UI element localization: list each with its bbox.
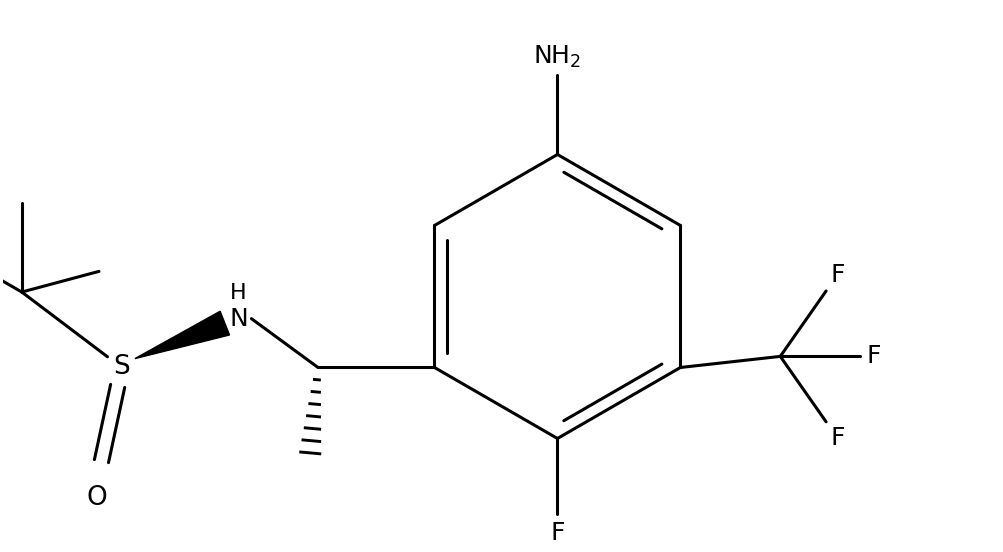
Text: F: F — [550, 521, 564, 545]
Text: F: F — [829, 263, 845, 286]
Text: F: F — [829, 426, 845, 450]
Text: H: H — [230, 283, 246, 303]
Text: N: N — [230, 307, 249, 331]
Text: S: S — [113, 354, 130, 380]
Text: O: O — [87, 485, 107, 511]
Text: NH$_2$: NH$_2$ — [533, 44, 581, 70]
Polygon shape — [134, 311, 230, 359]
Text: F: F — [866, 344, 881, 368]
